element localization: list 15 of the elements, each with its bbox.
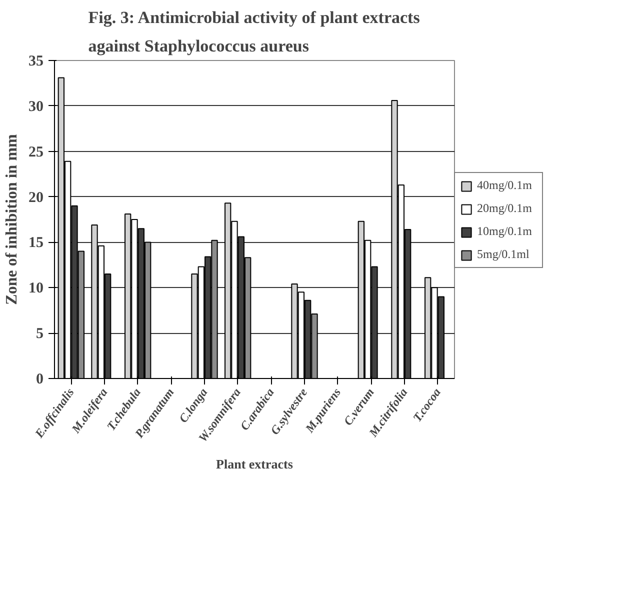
y-tick-label: 15: [28, 235, 44, 252]
legend-label: 5mg/0.1ml: [477, 247, 530, 262]
legend-label: 40mg/0.1m: [477, 178, 534, 193]
y-tick-label: 30: [28, 98, 44, 115]
legend-label: 20mg/0.1m: [477, 201, 534, 216]
chart-title: Fig. 3: Antimicrobial activity of plant extracts against Staphylococcus aureus: [88, 8, 420, 56]
y-tick-label: 5: [36, 326, 44, 342]
y-tick-label: 25: [28, 144, 44, 160]
y-tick-label: 20: [28, 190, 44, 206]
x-axis-title: Plant extracts: [216, 456, 293, 472]
y-tick-label: 0: [36, 372, 44, 388]
y-tick-label: 10: [28, 280, 44, 297]
legend-label: 10mg/0.1m: [477, 224, 534, 239]
y-tick-label: 35: [28, 54, 44, 70]
y-axis-title: Zone of inhibition in mm: [4, 133, 20, 305]
